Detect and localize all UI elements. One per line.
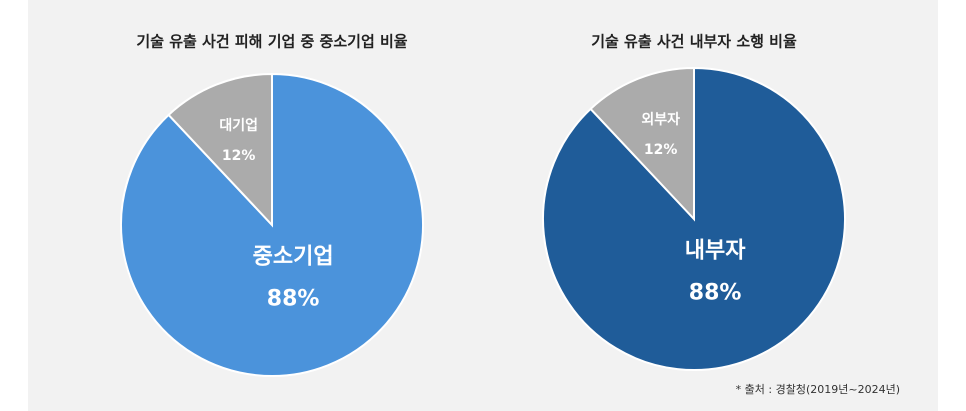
pie-slice <box>542 66 846 371</box>
chart-title: 기술 유출 사건 내부자 소행 비율 <box>591 33 797 51</box>
slice-label: 내부자 <box>685 238 746 263</box>
pie-slice <box>120 72 424 377</box>
slice-label: 중소기업 <box>253 244 334 269</box>
source-note: * 출처 : 경찰청(2019년~2024년) <box>736 383 900 396</box>
slice-label: 외부자 <box>641 111 680 128</box>
slice-label: 대기업 <box>219 118 258 134</box>
data-label: 88% <box>689 280 742 305</box>
pie-slice <box>167 72 273 228</box>
pie-slice <box>589 66 695 222</box>
data-label: 12% <box>644 142 678 158</box>
data-label: 12% <box>222 148 256 164</box>
chart-title: 기술 유출 사건 피해 기업 중 중소기업 비율 <box>136 33 407 51</box>
data-label: 88% <box>267 286 320 311</box>
